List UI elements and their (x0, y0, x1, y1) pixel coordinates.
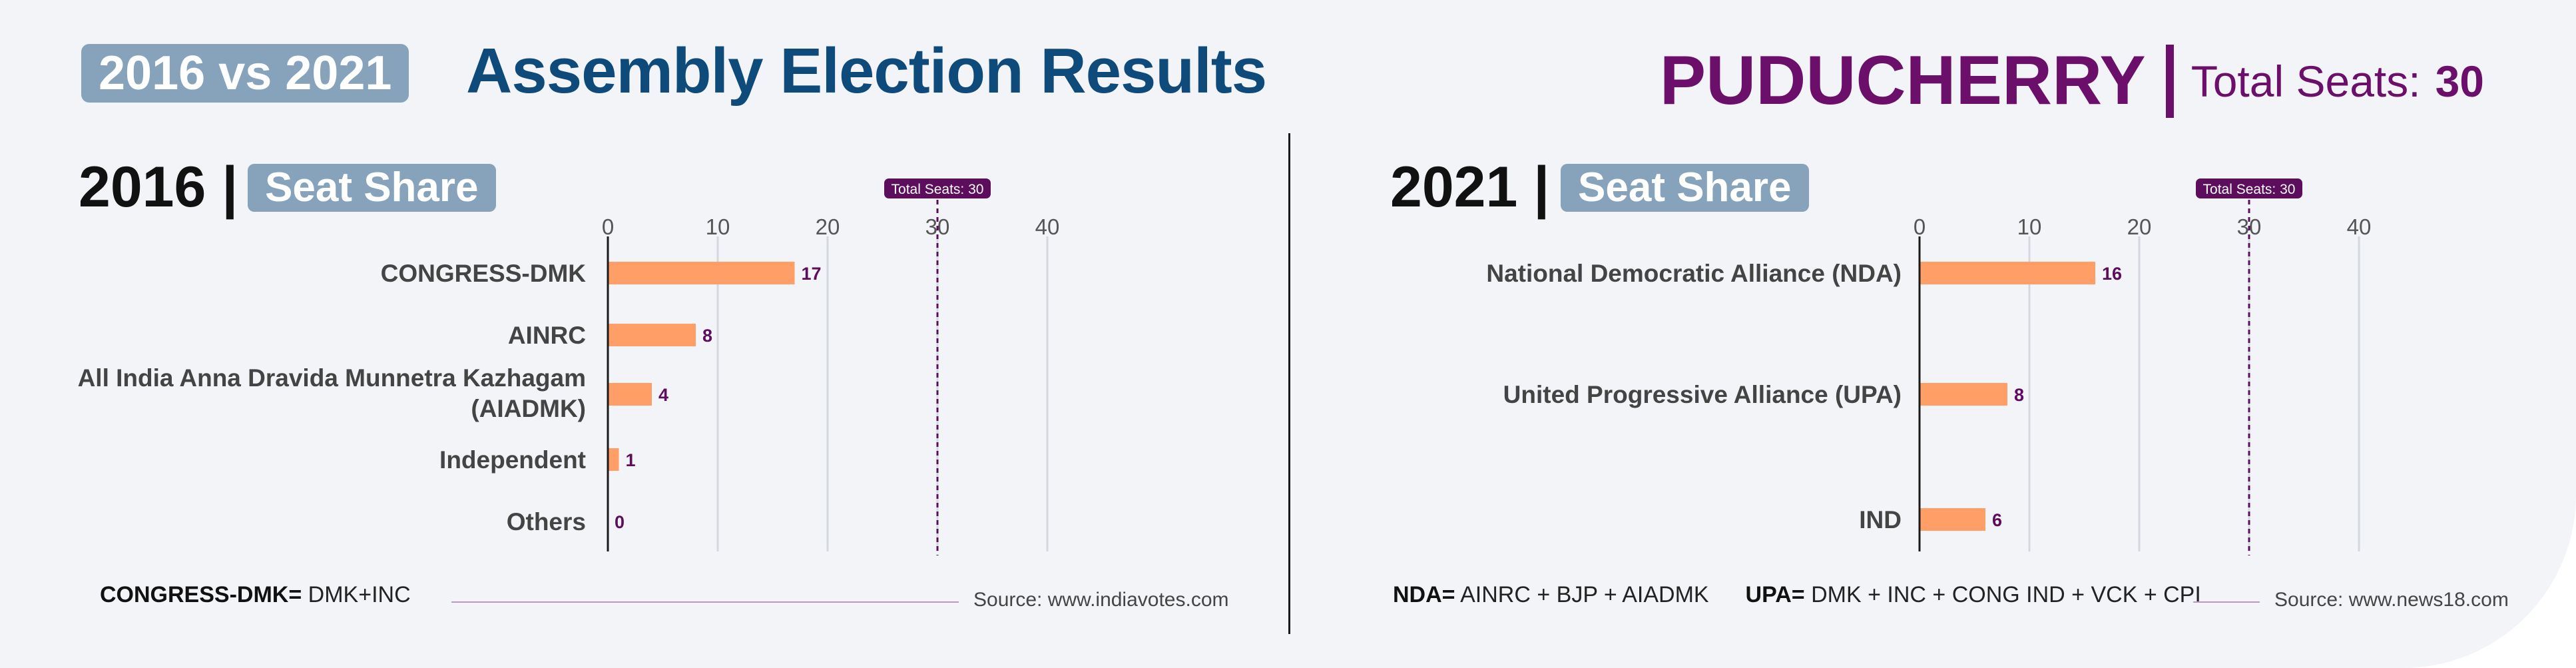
chart2021-category-label-1: United Progressive Alliance (UPA) (1503, 381, 1902, 408)
chart2021-bar-1 (1920, 383, 2007, 406)
chart2016-category-label-0: CONGRESS-DMK (381, 260, 587, 287)
state-header: PUDUCHERRY Total Seats: 30 (1660, 41, 2484, 121)
chart2016-total-seats-tag (884, 178, 991, 198)
footnote-key-nda: NDA= (1393, 582, 1455, 607)
chart2016-category-label-1: AINRC (508, 322, 586, 349)
chart2021-tick-label-20: 20 (2127, 214, 2152, 239)
state-separator (2165, 44, 2174, 118)
footnote-text-upa: DMK + INC + CONG IND + VCK + CPI (1811, 582, 2201, 607)
total-seats-value: 30 (2435, 56, 2484, 106)
chart2016-bar-3 (608, 448, 619, 471)
chart2016-value-label-0: 17 (802, 264, 822, 284)
seat-share-badge-2021: Seat Share (1561, 164, 1809, 212)
section-2021-year: 2021 | (1390, 155, 1549, 220)
chart2016-tick-label-10: 10 (706, 214, 730, 239)
year-separator-2016: | (222, 155, 238, 219)
section-divider (1288, 133, 1290, 634)
source-2021: Source: www.news18.com (2274, 589, 2509, 611)
year-label-2021: 2021 (1390, 155, 1518, 219)
chart2021-value-label-2: 6 (1992, 510, 2002, 530)
chart2016-category-label-3: Independent (439, 446, 586, 474)
year-separator-2021: | (1533, 155, 1550, 219)
footnote-text-nda: AINRC + BJP + AIADMK (1460, 582, 1709, 607)
chart2021-value-label-0: 16 (2102, 264, 2122, 284)
chart2021-total-seats-tag-label: Total Seats: 30 (2203, 182, 2296, 197)
chart2016-bar-0 (608, 262, 795, 284)
chart2021-category-label-0: National Democratic Alliance (NDA) (1486, 260, 1902, 287)
comparison-badge: 2016 vs 2021 (81, 44, 409, 103)
footnote-rule-2016 (451, 601, 959, 603)
chart2021-tick-label-0: 0 (1914, 214, 1926, 239)
chart2021-tick-label-10: 10 (2017, 214, 2042, 239)
section-2016-year: 2016 | (79, 155, 238, 220)
footnote-key-2016: CONGRESS-DMK= (100, 582, 302, 607)
chart2016-category-label-4: Others (507, 508, 586, 535)
state-name: PUDUCHERRY (1659, 42, 2146, 119)
chart2021-category-label-2: IND (1859, 506, 1902, 533)
footnote-rule-2021 (2193, 601, 2260, 603)
chart2016-tick-label-0: 0 (602, 214, 614, 239)
source-2016: Source: www.indiavotes.com (973, 589, 1229, 611)
page-title: Assembly Election Results (466, 35, 1267, 107)
chart2016-value-label-4: 0 (615, 512, 625, 532)
chart2016-value-label-2: 4 (658, 385, 668, 405)
chart2016-tick-label-20: 20 (816, 214, 840, 239)
year-label-2016: 2016 (79, 155, 206, 219)
chart2016-bar-2 (608, 383, 652, 406)
chart2021-value-label-1: 8 (2014, 385, 2024, 405)
chart2016-category-label-2: All India Anna Dravida Munnetra Kazhagam… (78, 364, 586, 422)
chart2016-value-label-1: 8 (702, 326, 712, 346)
footnote-2021: NDA= AINRC + BJP + AIADMK UPA= DMK + INC… (1393, 582, 2201, 608)
chart2021-bar-2 (1920, 508, 1985, 531)
total-seats-label: Total Seats: (2190, 56, 2421, 106)
chart2021-total-seats-tag (2196, 178, 2302, 198)
footnote-2016: CONGRESS-DMK= DMK+INC (100, 582, 411, 608)
footnote-text-2016: DMK+INC (308, 582, 411, 607)
chart2016-bar-1 (608, 324, 696, 346)
chart2021-bar-0 (1920, 262, 2095, 284)
seat-share-badge-2016: Seat Share (248, 164, 496, 212)
footnote-key-upa: UPA= (1745, 582, 1805, 607)
chart2016-total-seats-tag-label: Total Seats: 30 (892, 182, 984, 197)
chart2021-tick-label-40: 40 (2347, 214, 2372, 239)
chart2016-tick-label-40: 40 (1035, 214, 1060, 239)
chart2016-value-label-3: 1 (626, 450, 636, 470)
